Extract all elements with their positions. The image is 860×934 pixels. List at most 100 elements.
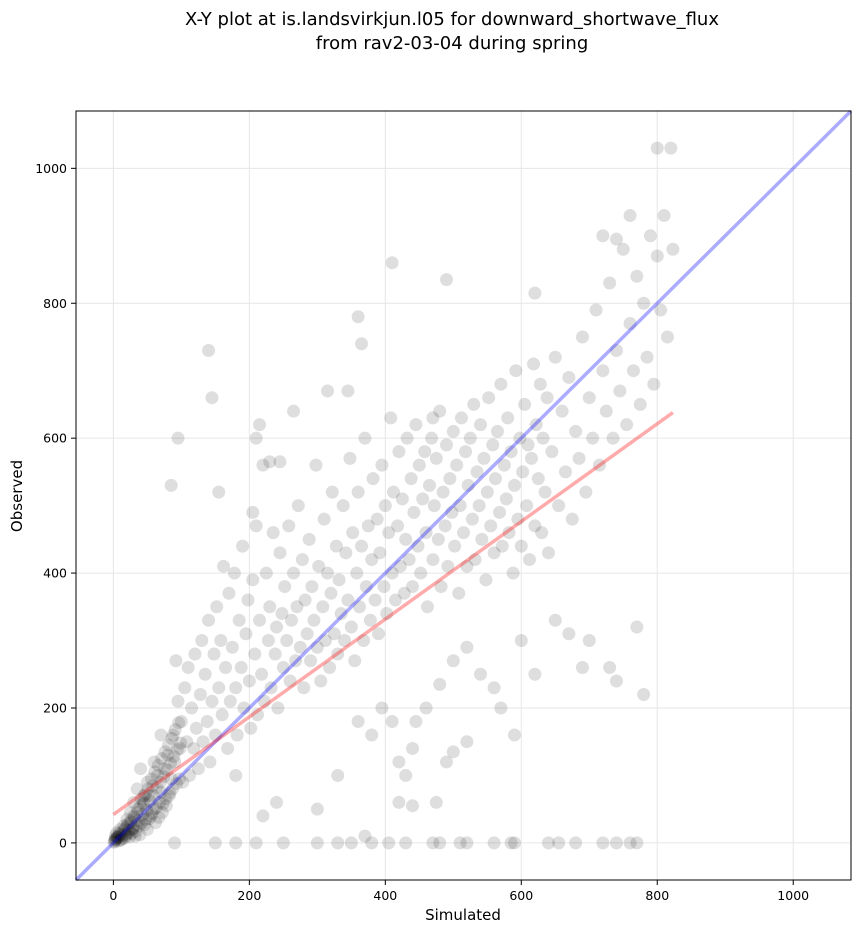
scatter-point bbox=[246, 505, 260, 519]
scatter-point bbox=[640, 350, 654, 364]
scatter-point bbox=[214, 634, 228, 648]
scatter-point bbox=[181, 661, 195, 675]
scatter-point bbox=[263, 455, 277, 469]
scatter-point bbox=[528, 286, 542, 300]
scatter-point bbox=[660, 330, 674, 344]
scatter-point bbox=[142, 789, 156, 803]
scatter-point bbox=[141, 782, 155, 796]
scatter-point bbox=[172, 772, 186, 786]
scatter-point bbox=[136, 808, 150, 822]
scatter-point bbox=[501, 411, 515, 425]
scatter-point bbox=[552, 499, 566, 513]
scatter-point bbox=[460, 735, 474, 749]
scatter-point bbox=[285, 613, 299, 627]
scatter-point bbox=[338, 634, 352, 648]
scatter-point bbox=[157, 762, 171, 776]
scatter-point bbox=[445, 505, 459, 519]
scatter-point bbox=[535, 526, 549, 540]
scatter-point bbox=[125, 826, 139, 840]
scatter-point bbox=[592, 458, 606, 472]
scatter-point bbox=[391, 519, 405, 533]
scatter-point bbox=[146, 779, 160, 793]
scatter-point bbox=[160, 763, 174, 777]
scatter-point bbox=[486, 438, 500, 452]
scatter-point bbox=[633, 397, 647, 411]
scatter-point bbox=[117, 819, 131, 833]
scatter-point bbox=[522, 553, 536, 567]
scatter-point bbox=[334, 607, 348, 621]
scatter-point bbox=[275, 607, 289, 621]
scatter-point bbox=[416, 492, 430, 506]
scatter-point bbox=[147, 789, 160, 803]
scatter-point bbox=[355, 337, 369, 351]
x-axis-ticks: 0 200 400 600 800 1000 bbox=[109, 880, 809, 903]
scatter-point bbox=[236, 539, 250, 553]
scatter-point bbox=[623, 836, 637, 850]
scatter-point bbox=[169, 654, 183, 668]
scatter-point bbox=[121, 817, 135, 831]
scatter-point bbox=[255, 667, 269, 681]
scatter-point bbox=[171, 431, 185, 445]
scatter-point bbox=[331, 647, 345, 661]
scatter-point bbox=[596, 229, 610, 243]
scatter-point bbox=[241, 593, 255, 607]
scatter-point bbox=[493, 505, 507, 519]
scatter-point bbox=[113, 822, 127, 836]
scatter-point bbox=[626, 364, 640, 378]
y-tick-label: 800 bbox=[43, 296, 67, 311]
scatter-point bbox=[154, 785, 168, 799]
scatter-point bbox=[331, 768, 345, 782]
scatter-point bbox=[433, 404, 447, 418]
scatter-point bbox=[174, 714, 188, 728]
scatter-point bbox=[159, 799, 173, 813]
scatter-point bbox=[419, 526, 433, 540]
scatter-point bbox=[132, 819, 146, 833]
scatter-point bbox=[372, 627, 386, 641]
scatter-point bbox=[229, 836, 243, 850]
scatter-point bbox=[259, 566, 273, 580]
scatter-point bbox=[637, 687, 651, 701]
scatter-point bbox=[290, 600, 304, 614]
scatter-point bbox=[461, 478, 475, 492]
scatter-point bbox=[120, 812, 134, 826]
scatter-point bbox=[666, 242, 680, 256]
scatter-point bbox=[249, 836, 263, 850]
scatter-point bbox=[251, 708, 265, 722]
scatter-point bbox=[127, 809, 141, 823]
scatter-point bbox=[490, 424, 504, 438]
scatter-point bbox=[352, 600, 366, 614]
scatter-point bbox=[210, 600, 224, 614]
scatter-point bbox=[307, 613, 321, 627]
scatter-point bbox=[115, 832, 129, 846]
scatter-point bbox=[425, 431, 439, 445]
scatter-point bbox=[147, 755, 161, 769]
scatter-point bbox=[174, 736, 188, 750]
scatter-point bbox=[647, 377, 661, 391]
scatter-point bbox=[305, 580, 319, 594]
scatter-point bbox=[115, 828, 129, 842]
scatter-point bbox=[453, 499, 467, 513]
scatter-point bbox=[596, 836, 610, 850]
scatter-point bbox=[278, 580, 292, 594]
y-axis-ticks: 0 200 400 600 800 1000 bbox=[35, 161, 76, 850]
scatter-point bbox=[321, 384, 335, 398]
scatter-point bbox=[427, 499, 441, 513]
scatter-point bbox=[187, 741, 201, 755]
scatter-point bbox=[440, 755, 454, 769]
scatter-point bbox=[507, 836, 521, 850]
scatter-point bbox=[136, 797, 150, 811]
scatter-point bbox=[208, 728, 222, 742]
scatter-point bbox=[533, 377, 547, 391]
scatter-point bbox=[385, 714, 399, 728]
scatter-point bbox=[346, 526, 360, 540]
scatter-point bbox=[314, 674, 328, 688]
scatter-point bbox=[207, 647, 221, 661]
scatter-point bbox=[509, 364, 523, 378]
x-tick-label: 800 bbox=[645, 888, 669, 903]
scatter-point bbox=[392, 795, 406, 809]
scatter-point bbox=[516, 465, 530, 479]
scatter-point bbox=[287, 404, 301, 418]
scatter-point bbox=[266, 526, 280, 540]
scatter-point bbox=[460, 836, 474, 850]
scatter-point bbox=[157, 770, 171, 784]
